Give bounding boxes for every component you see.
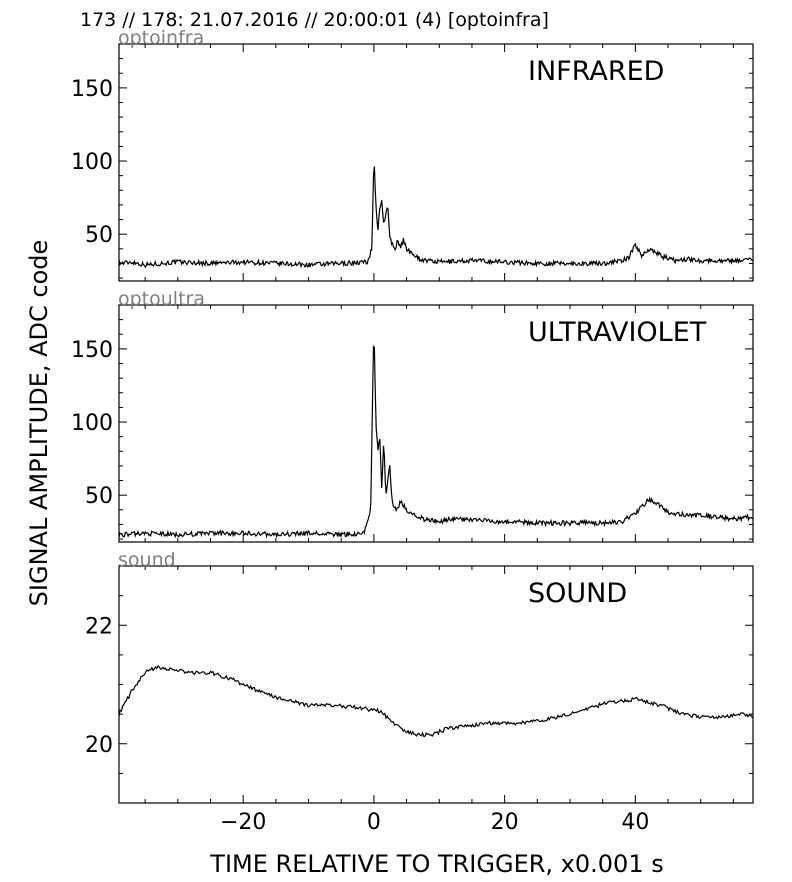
series-line xyxy=(119,664,753,738)
x-tick-label: 0 xyxy=(367,810,381,835)
x-tick-label: 40 xyxy=(621,810,649,835)
panel-label: ULTRAVIOLET xyxy=(528,317,707,348)
sound-panel: −20 0 20 40 20 22 sound SOUND xyxy=(85,549,754,835)
x-tick-label: −20 xyxy=(220,810,266,835)
panel-tag: optoultra xyxy=(118,288,205,310)
y-tick-label: 100 xyxy=(71,411,113,436)
y-tick-label: 20 xyxy=(85,733,113,758)
ultraviolet-panel: 50 100 150 optoultra ULTRAVIOLET xyxy=(71,288,754,543)
y-tick-label: 50 xyxy=(85,223,113,248)
panel-tag: optoinfra xyxy=(118,27,204,49)
panel-tag: sound xyxy=(118,549,176,571)
y-axis-label: SIGNAL AMPLITUDE, ADC code xyxy=(25,240,53,607)
y-tick-label: 50 xyxy=(85,484,113,509)
figure-title: 173 // 178: 21.07.2016 // 20:00:01 (4) [… xyxy=(80,9,549,31)
plot-frame xyxy=(118,43,754,282)
y-tick-label: 22 xyxy=(85,614,113,639)
series-line xyxy=(119,345,753,539)
y-tick-label: 150 xyxy=(71,77,113,102)
plot-frame xyxy=(118,304,754,543)
x-tick-label: 20 xyxy=(491,810,519,835)
y-tick-label: 100 xyxy=(71,150,113,175)
plot-frame xyxy=(118,565,754,804)
y-tick-label: 150 xyxy=(71,338,113,363)
panel-label: SOUND xyxy=(528,578,627,609)
infrared-panel: 50 100 150 optoinfra INFRARED xyxy=(71,27,754,282)
series-line xyxy=(119,166,753,269)
x-axis-label: TIME RELATIVE TO TRIGGER, x0.001 s xyxy=(209,850,663,878)
panel-label: INFRARED xyxy=(528,56,664,87)
